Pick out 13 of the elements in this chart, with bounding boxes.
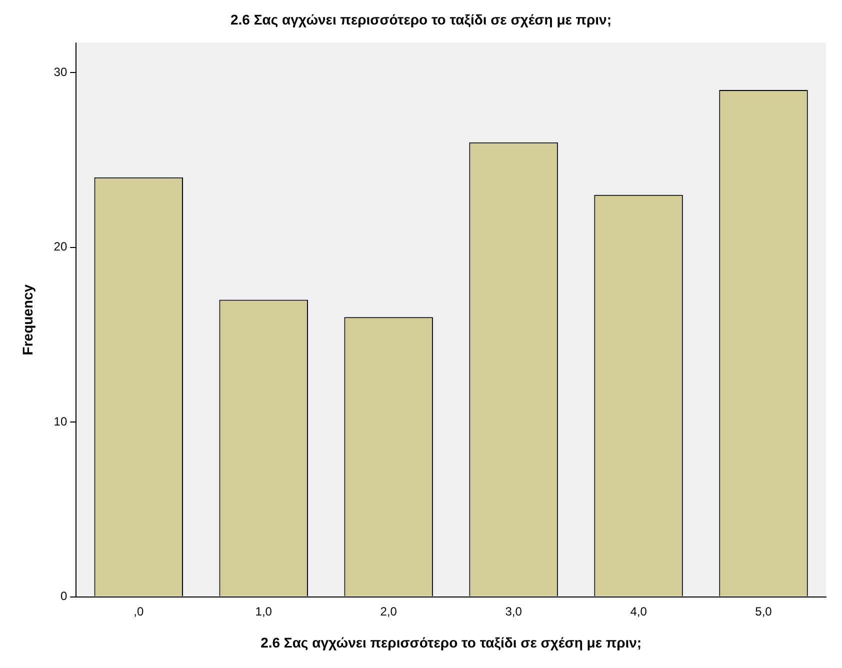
y-tick-label: 20 — [54, 240, 68, 254]
y-axis-title: Frequency — [19, 284, 36, 356]
x-tick-label: ,0 — [134, 604, 144, 618]
x-tick-label: 1,0 — [255, 604, 272, 618]
y-tick-label: 10 — [54, 414, 68, 428]
x-tick-label: 5,0 — [755, 604, 772, 618]
y-tick-label: 30 — [54, 64, 68, 79]
x-tick-label: 4,0 — [630, 604, 648, 618]
x-tick-label: 2,0 — [380, 604, 398, 618]
x-tick-label: 3,0 — [505, 604, 522, 618]
y-tick-label: 0 — [60, 589, 68, 604]
chart-title: 2.6 Σας αγχώνει περισσότερο το ταξίδι σε σχέση με πριν; — [230, 11, 612, 28]
x-axis-title: 2.6 Σας αγχώνει περισσότερο το ταξίδι σε σχέση με πριν; — [260, 634, 642, 650]
